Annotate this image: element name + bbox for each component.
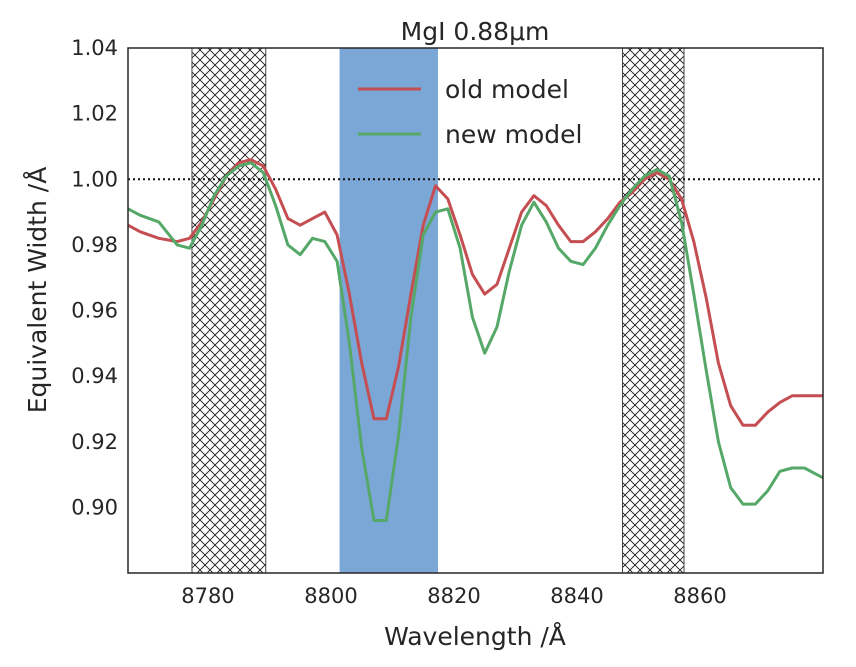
series-line-new-model xyxy=(128,161,823,522)
y-tick-label: 1.04 xyxy=(71,36,118,60)
continuum-band-2 xyxy=(621,48,685,573)
legend: old model new model xyxy=(358,75,582,149)
y-axis-label: Equivalent Width /Å xyxy=(23,167,52,414)
x-tick-label: 8860 xyxy=(673,584,726,608)
plot-frame xyxy=(127,47,824,574)
x-tick-label: 8800 xyxy=(304,584,357,608)
y-tick-label: 0.90 xyxy=(71,495,118,519)
chart-title: MgI 0.88μm xyxy=(401,17,550,46)
y-tick-label: 1.00 xyxy=(71,167,118,191)
x-tick-label: 8840 xyxy=(550,584,603,608)
x-tick-label: 8780 xyxy=(181,584,234,608)
legend-label-old-model: old model xyxy=(445,75,569,104)
y-tick-label: 0.98 xyxy=(71,233,118,257)
y-tick-label: 0.92 xyxy=(71,430,118,454)
series-line-old-model xyxy=(128,158,823,427)
x-axis-label: Wavelength /Å xyxy=(384,622,566,651)
y-tick-label: 1.02 xyxy=(71,102,118,126)
y-tick-label: 0.96 xyxy=(71,299,118,323)
legend-label-new-model: new model xyxy=(445,120,582,149)
x-tick-label: 8820 xyxy=(427,584,480,608)
y-tick-label: 0.94 xyxy=(71,364,118,388)
continuum-band-0 xyxy=(191,48,267,573)
